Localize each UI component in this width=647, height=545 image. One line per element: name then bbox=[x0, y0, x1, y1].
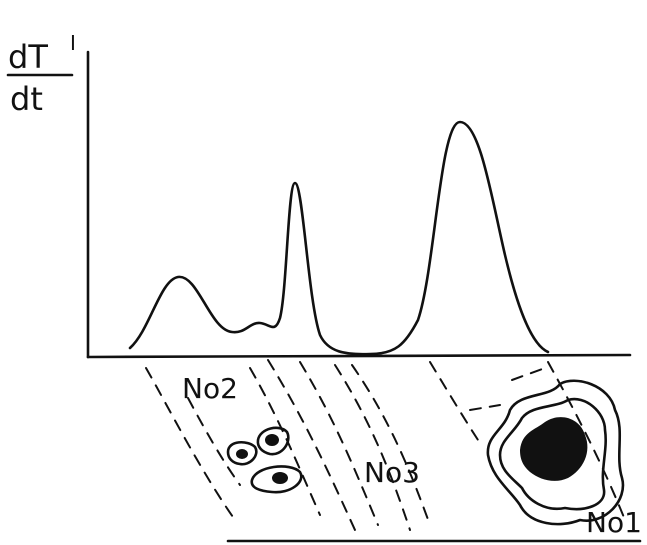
curve bbox=[130, 122, 548, 354]
zone-label: No2 bbox=[182, 372, 238, 405]
y-label-denominator: dt bbox=[10, 80, 43, 118]
zone-label: No1 bbox=[586, 506, 642, 539]
y-label-numerator: dT bbox=[8, 38, 48, 76]
cells bbox=[228, 381, 623, 524]
diagram: dT I dt No2 No3 No1 bbox=[0, 0, 647, 545]
y-label-superscript: I bbox=[70, 31, 76, 55]
zone-label: No3 bbox=[364, 456, 420, 489]
